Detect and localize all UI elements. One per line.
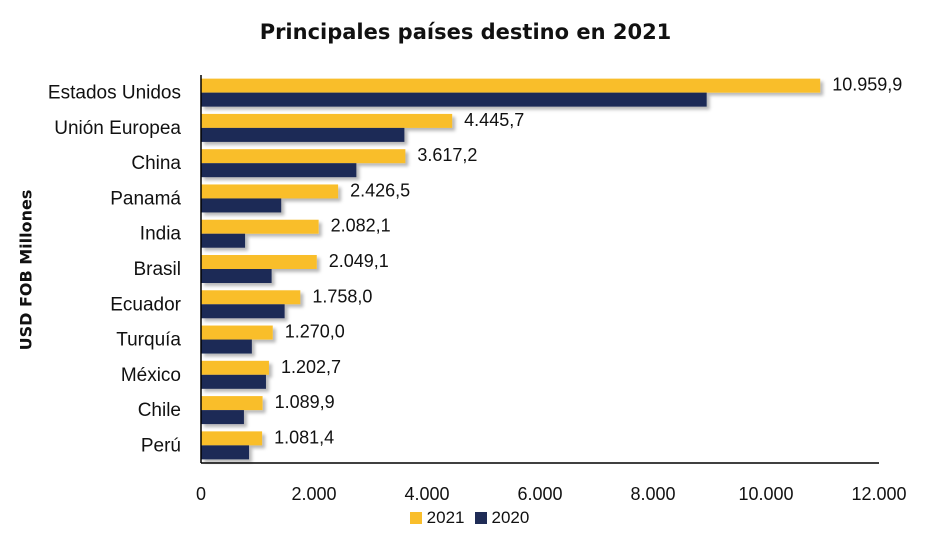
bar-2020-chile (201, 410, 244, 425)
category-label-peru: Perú (141, 435, 181, 456)
category-label-china: China (131, 153, 181, 174)
x-tick-label-4000: 4.000 (404, 484, 449, 504)
category-label-turquia: Turquía (116, 330, 181, 351)
legend-swatch-2021 (409, 512, 422, 524)
category-label-panama: Panamá (110, 188, 181, 209)
data-label-2021-chile: 1.089,9 (275, 392, 335, 412)
x-tick-label-10000: 10.000 (738, 484, 793, 504)
x-tick-label-6000: 6.000 (517, 484, 562, 504)
bar-2020-union-europea (201, 127, 405, 142)
bar-2021-mexico (201, 360, 269, 375)
bar-2020-peru (201, 445, 250, 460)
legend-item-2021: 2021 (409, 508, 465, 528)
data-label-2021-panama: 2.426,5 (350, 180, 410, 200)
category-label-mexico: México (121, 365, 181, 386)
legend-item-2020: 2020 (474, 508, 530, 528)
data-label-2021-brasil: 2.049,1 (329, 251, 389, 271)
bar-2020-ecuador (201, 304, 285, 319)
bar-2021-china (201, 149, 406, 164)
bar-2021-ecuador (201, 290, 301, 305)
category-label-india: India (140, 224, 182, 245)
data-label-2021-ecuador: 1.758,0 (312, 286, 372, 306)
bar-2020-mexico (201, 374, 266, 389)
bar-2021-chile (201, 396, 263, 411)
bar-2021-brasil (201, 255, 317, 269)
bar-2020-estados-unidos (201, 92, 707, 107)
category-label-chile: Chile (138, 400, 181, 421)
legend: 2021 2020 (0, 508, 931, 528)
x-tick-label-8000: 8.000 (630, 484, 675, 504)
bar-2021-panama (201, 184, 339, 199)
data-label-2021-turquia: 1.270,0 (285, 322, 345, 342)
bar-2021-union-europea (201, 113, 453, 128)
data-label-2021-union-europea: 4.445,7 (464, 110, 524, 130)
x-tick-label-0: 0 (196, 484, 206, 504)
bar-2020-panama (201, 198, 282, 213)
bar-2021-turquia (201, 325, 273, 340)
data-label-2021-mexico: 1.202,7 (281, 357, 341, 377)
bar-2021-estados-unidos (201, 78, 821, 93)
data-label-2021-estados-unidos: 10.959,9 (832, 75, 902, 95)
data-label-2021-china: 3.617,2 (417, 145, 477, 165)
bar-2020-turquia (201, 339, 252, 354)
chart-title: Principales países destino en 2021 (259, 20, 672, 44)
legend-label-2020: 2020 (491, 508, 530, 527)
data-label-2021-india: 2.082,1 (331, 216, 391, 236)
legend-swatch-2020 (474, 512, 487, 524)
category-label-ecuador: Ecuador (110, 294, 181, 315)
category-label-estados-unidos: Estados Unidos (48, 83, 181, 104)
category-label-union-europea: Unión Europea (54, 118, 181, 139)
bar-2020-china (201, 163, 357, 178)
bar-2021-peru (201, 431, 263, 446)
x-tick-label-2000: 2.000 (291, 484, 336, 504)
data-label-2021-peru: 1.081,4 (274, 427, 334, 447)
bar-2021-india (201, 219, 319, 234)
bar-2020-brasil (201, 269, 272, 283)
x-tick-label-12000: 12.000 (851, 484, 906, 504)
category-label-brasil: Brasil (133, 259, 181, 280)
legend-label-2021: 2021 (426, 508, 465, 527)
bar-2020-india (201, 233, 246, 248)
